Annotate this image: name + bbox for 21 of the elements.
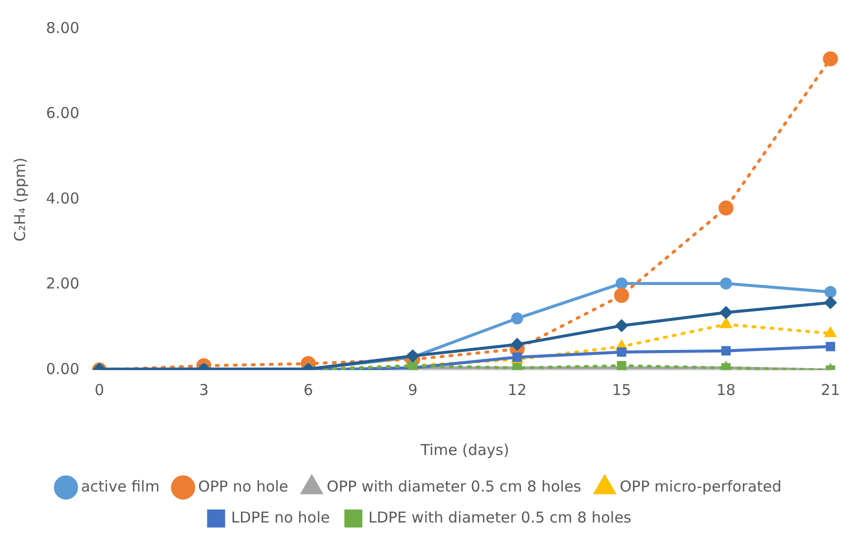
y-tick-label: 4.00 (46, 189, 80, 208)
x-tick-label: 15 (612, 380, 632, 399)
x-tick-label: 0 (94, 380, 104, 399)
y-tick-label: 6.00 (46, 104, 80, 122)
x-axis-title: Time (days) (420, 440, 510, 459)
legend-label: OPP no hole (198, 477, 288, 496)
x-tick-label: 9 (408, 380, 418, 399)
y-tick-label: 0.00 (46, 360, 80, 378)
x-tick-label: 18 (716, 380, 736, 399)
y-axis-title: C₂H₄ (ppm) (10, 158, 29, 242)
legend-label: LDPE no hole (231, 508, 330, 526)
x-tick-label: 12 (508, 380, 527, 399)
y-tick-label: 2.00 (46, 274, 80, 293)
legend-label: OPP with diameter 0.5 cm 8 holes (326, 477, 582, 496)
legend-label: OPP micro-perforated (620, 477, 782, 496)
legend-label: active film (80, 477, 160, 496)
y-tick-label: 8.00 (46, 18, 80, 37)
x-tick-label: 21 (820, 380, 840, 399)
legend-label: LDPE with diameter 0.5 cm 8 holes (368, 508, 632, 526)
x-tick-label: 3 (199, 380, 209, 399)
x-tick-label: 6 (304, 380, 314, 399)
